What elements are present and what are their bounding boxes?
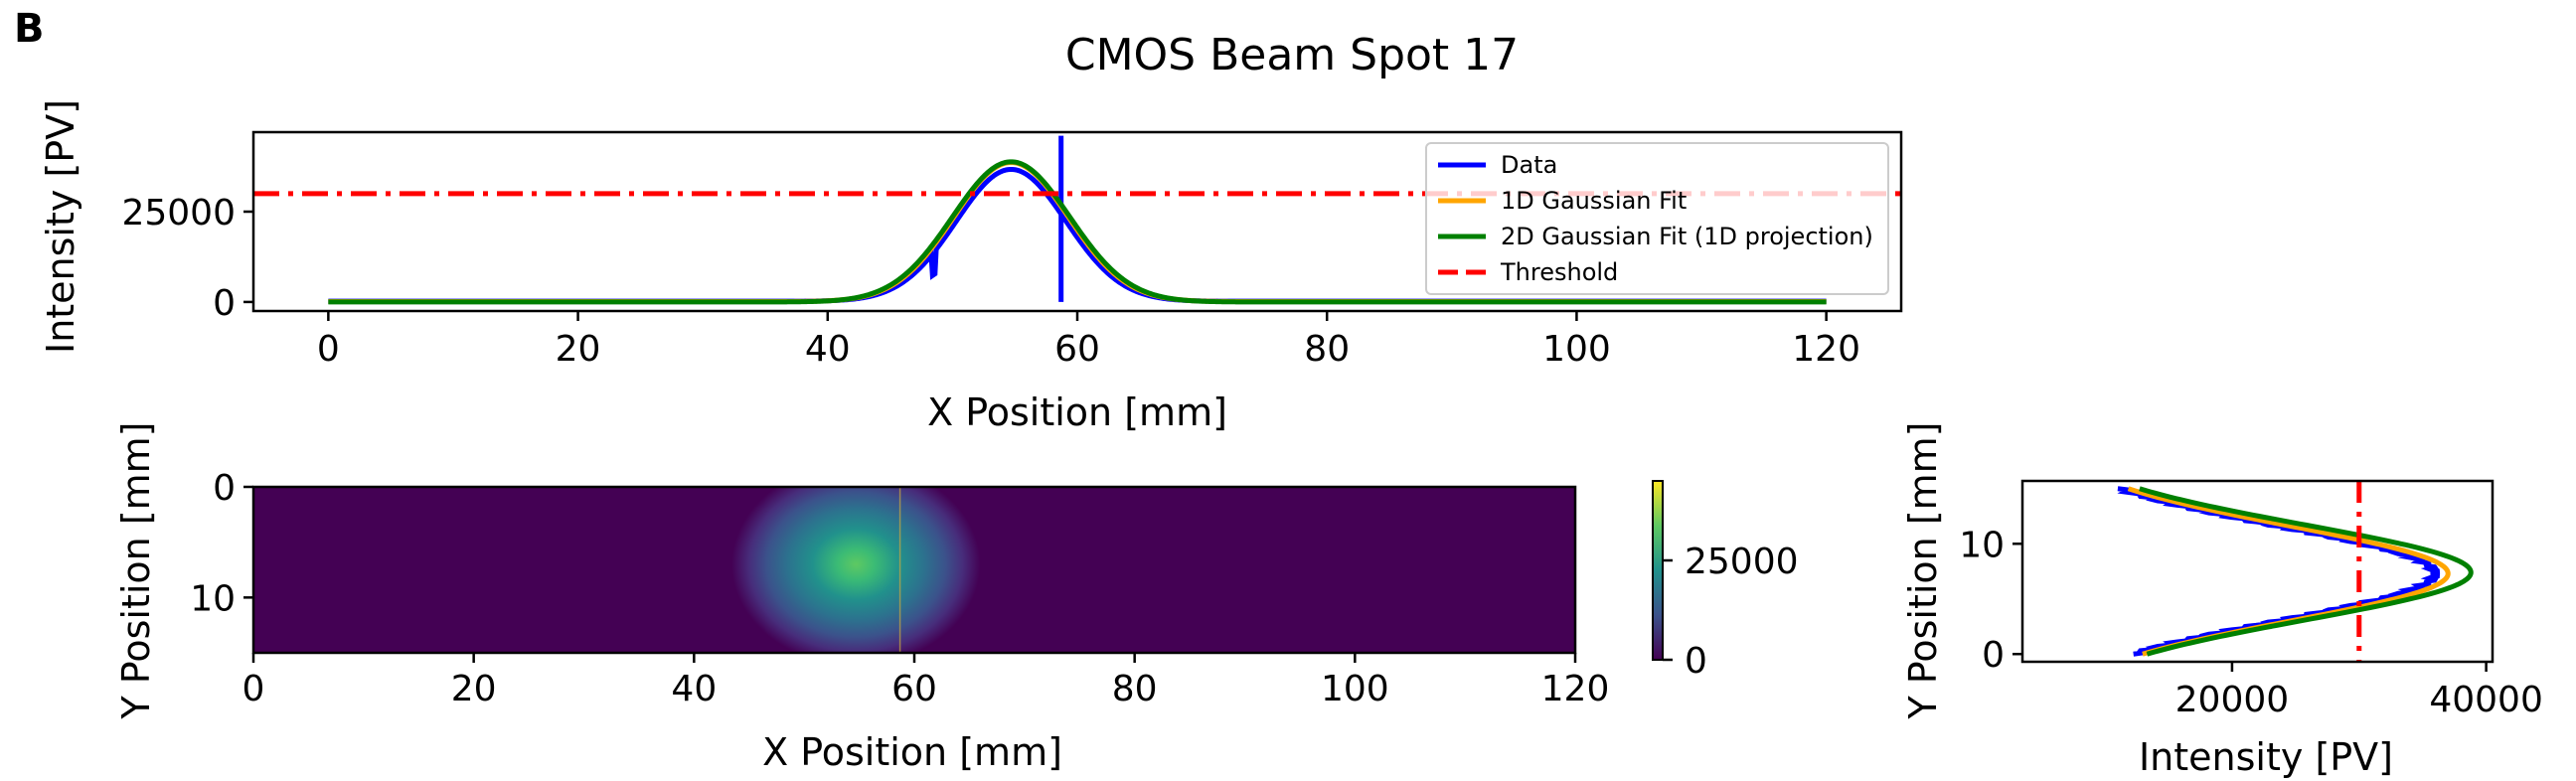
x-tick-label: 40 — [671, 669, 717, 709]
y-tick-label: 25000 — [121, 193, 236, 234]
y-tick-label: 0 — [1982, 635, 2005, 676]
x-tick-label: 80 — [1304, 329, 1350, 370]
x-tick-label: 20000 — [2175, 680, 2290, 720]
series-data-line — [2117, 486, 2441, 657]
x-tick-label: 20 — [451, 669, 497, 709]
beam-spot — [731, 487, 981, 653]
legend-label: 1D Gaussian Fit — [1501, 187, 1687, 215]
y-tick-label: 10 — [1959, 525, 2005, 565]
x-tick-label: 120 — [1792, 329, 1860, 370]
series-2d-fit-line — [2139, 486, 2474, 657]
colorbar-tick-label: 0 — [1685, 641, 1707, 682]
top-ylabel: Intensity [PV] — [39, 99, 82, 354]
heatmap-area — [731, 487, 981, 653]
x-tick-label: 100 — [1542, 329, 1611, 370]
side-plot-frame — [2020, 479, 2495, 664]
legend-box — [1425, 142, 1889, 295]
colorbar-tick-label: 25000 — [1685, 542, 1799, 582]
x-tick-label: 60 — [1054, 329, 1100, 370]
x-tick-label: 100 — [1321, 669, 1389, 709]
x-tick-label: 40000 — [2429, 680, 2543, 720]
x-tick-label: 60 — [891, 669, 937, 709]
heat-ylabel: Y Position [mm] — [114, 421, 158, 719]
x-tick-label: 0 — [317, 329, 340, 370]
legend-label: Threshold — [1500, 258, 1618, 286]
top-xlabel: X Position [mm] — [927, 390, 1227, 434]
x-tick-label: 80 — [1112, 669, 1158, 709]
y-profile-plot: 20000 40000 0 10 — [1959, 479, 2543, 720]
legend-label: 2D Gaussian Fit (1D projection) — [1501, 223, 1873, 250]
series-2d-fit-line — [328, 159, 1827, 305]
x-tick-label: 120 — [1541, 669, 1610, 709]
figure-title: CMOS Beam Spot 17 — [1065, 30, 1519, 80]
colorbar — [1652, 480, 1664, 661]
y-tick-label: 0 — [213, 283, 236, 324]
x-tick-label: 0 — [242, 669, 265, 709]
legend: Data 1D Gaussian Fit 2D Gaussian Fit (1D p… — [1425, 142, 1889, 295]
x-tick-label: 40 — [805, 329, 851, 370]
legend-label: Data — [1501, 151, 1557, 179]
panel-label: B — [14, 6, 45, 52]
x-tick-label: 20 — [556, 329, 601, 370]
side-ylabel: Y Position [mm] — [1901, 421, 1945, 719]
y-tick-label: 10 — [190, 578, 236, 619]
x-profile-plot: 0 20 40 60 80 100 120 0 25000 Data 1D Gaussian Fit… — [121, 130, 1903, 370]
side-plot-area — [2117, 481, 2474, 662]
heat-xlabel: X Position [mm] — [762, 730, 1062, 774]
series-1d-fit-line — [2127, 486, 2451, 657]
side-xlabel: Intensity [PV] — [2139, 735, 2393, 779]
y-tick-label: 0 — [213, 468, 236, 509]
